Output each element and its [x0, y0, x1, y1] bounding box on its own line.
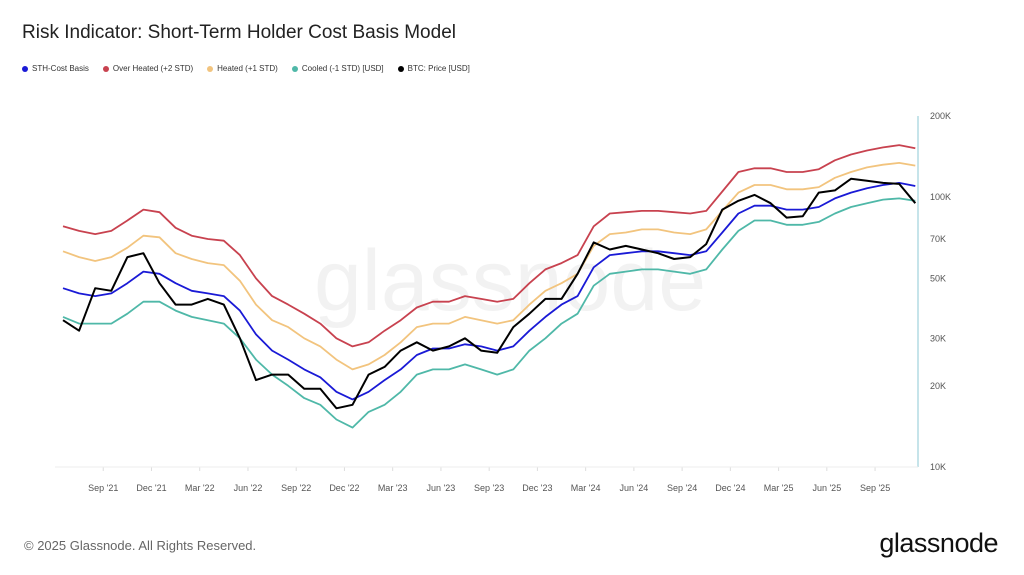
legend-dot-icon [291, 65, 298, 72]
series-line-4 [62, 177, 917, 410]
y-tick-label: 10K [930, 462, 946, 472]
legend: STH-Cost Basis Over Heated (+2 STD) Heated… [22, 64, 470, 73]
x-tick-label: Mar '23 [378, 483, 408, 493]
legend-item[interactable]: STH-Cost Basis [22, 64, 89, 73]
series-line-1 [62, 144, 916, 348]
y-tick-label: 200K [930, 111, 951, 121]
series-line-3 [62, 197, 916, 429]
y-tick-label: 100K [930, 192, 951, 202]
x-tick-label: Dec '23 [522, 483, 552, 493]
x-tick-label: Sep '25 [860, 483, 890, 493]
x-tick-label: Sep '23 [474, 483, 504, 493]
watermark: glassnode [314, 233, 706, 329]
x-tick-label: Jun '22 [234, 483, 263, 493]
x-tick-label: Sep '21 [88, 483, 118, 493]
chart-title: Risk Indicator: Short-Term Holder Cost B… [22, 22, 456, 43]
x-tick-label: Dec '24 [715, 483, 745, 493]
x-tick-label: Jun '23 [427, 483, 456, 493]
legend-item[interactable]: Over Heated (+2 STD) [102, 64, 194, 73]
legend-item[interactable]: Cooled (-1 STD) [USD] [291, 64, 384, 73]
series-line-2 [62, 161, 916, 371]
x-tick-label: Sep '22 [281, 483, 311, 493]
legend-label: BTC: Price [USD] [407, 64, 470, 73]
legend-dot-icon [397, 65, 404, 72]
x-tick-label: Sep '24 [667, 483, 697, 493]
legend-label: STH-Cost Basis [32, 64, 89, 73]
glassnode-logo: glassnode [879, 528, 998, 558]
x-tick-label: Dec '22 [329, 483, 359, 493]
legend-label: Heated (+1 STD) [217, 64, 278, 73]
legend-dot-icon [207, 65, 214, 72]
y-tick-label: 70K [930, 234, 946, 244]
legend-item[interactable]: Heated (+1 STD) [207, 64, 278, 73]
legend-dot-icon [22, 65, 28, 72]
y-tick-label: 20K [930, 381, 946, 391]
legend-dot-icon [102, 65, 109, 72]
x-tick-label: Jun '24 [620, 483, 649, 493]
copyright: © 2025 Glassnode. All Rights Reserved. [24, 538, 257, 553]
y-tick-label: 50K [930, 273, 946, 283]
x-tick-label: Mar '25 [764, 483, 794, 493]
legend-label: Over Heated (+2 STD) [112, 64, 194, 73]
legend-label: Cooled (-1 STD) [USD] [301, 64, 384, 73]
x-tick-label: Jun '25 [812, 483, 841, 493]
x-tick-label: Mar '24 [571, 483, 601, 493]
x-tick-label: Mar '22 [185, 483, 215, 493]
y-tick-label: 30K [930, 333, 946, 343]
x-tick-label: Dec '21 [136, 483, 166, 493]
legend-item[interactable]: BTC: Price [USD] [397, 64, 470, 73]
